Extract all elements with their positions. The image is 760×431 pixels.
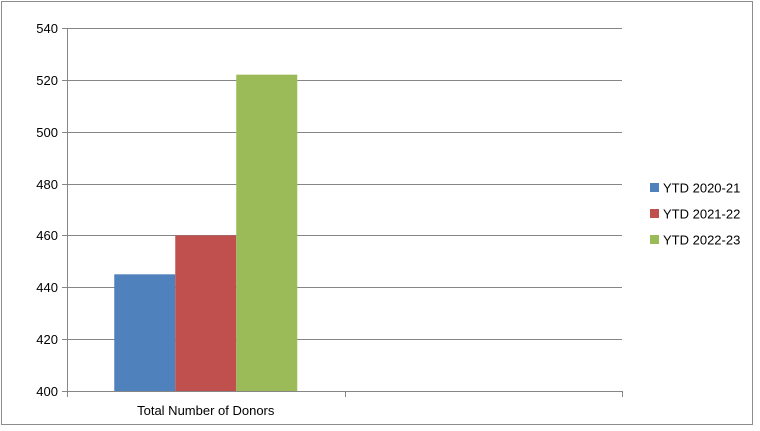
y-tick-label: 400 bbox=[36, 384, 58, 399]
y-tick-label: 420 bbox=[36, 332, 58, 347]
legend-label: YTD 2020-21 bbox=[663, 181, 740, 196]
x-tick-label: Total Number of Donors bbox=[137, 403, 275, 418]
y-tick-label: 500 bbox=[36, 125, 58, 140]
chart-frame: 400 420 440 460 480 500 520 540 Total Number of… bbox=[1, 1, 753, 425]
y-axis: 400 420 440 460 480 500 520 540 bbox=[36, 21, 68, 399]
bar-ytd-2022-23 bbox=[236, 74, 298, 392]
y-tick-label: 440 bbox=[36, 280, 58, 295]
y-tick-label: 480 bbox=[36, 177, 58, 192]
legend-label: YTD 2022-23 bbox=[663, 233, 740, 248]
y-tick-label: 540 bbox=[36, 21, 58, 36]
legend: YTD 2020-21 YTD 2021-22 YTD 2022-23 bbox=[650, 181, 740, 248]
bar-chart: 400 420 440 460 480 500 520 540 Total Number of… bbox=[36, 21, 740, 418]
bar-ytd-2020-21 bbox=[114, 274, 176, 391]
legend-swatch bbox=[650, 209, 659, 218]
y-tick-label: 520 bbox=[36, 73, 58, 88]
legend-swatch bbox=[650, 235, 659, 244]
legend-swatch bbox=[650, 183, 659, 192]
bars bbox=[114, 74, 298, 392]
legend-label: YTD 2021-22 bbox=[663, 207, 740, 222]
bar-ytd-2021-22 bbox=[175, 235, 237, 391]
y-tick-label: 460 bbox=[36, 228, 58, 243]
x-axis: Total Number of Donors bbox=[67, 391, 623, 418]
